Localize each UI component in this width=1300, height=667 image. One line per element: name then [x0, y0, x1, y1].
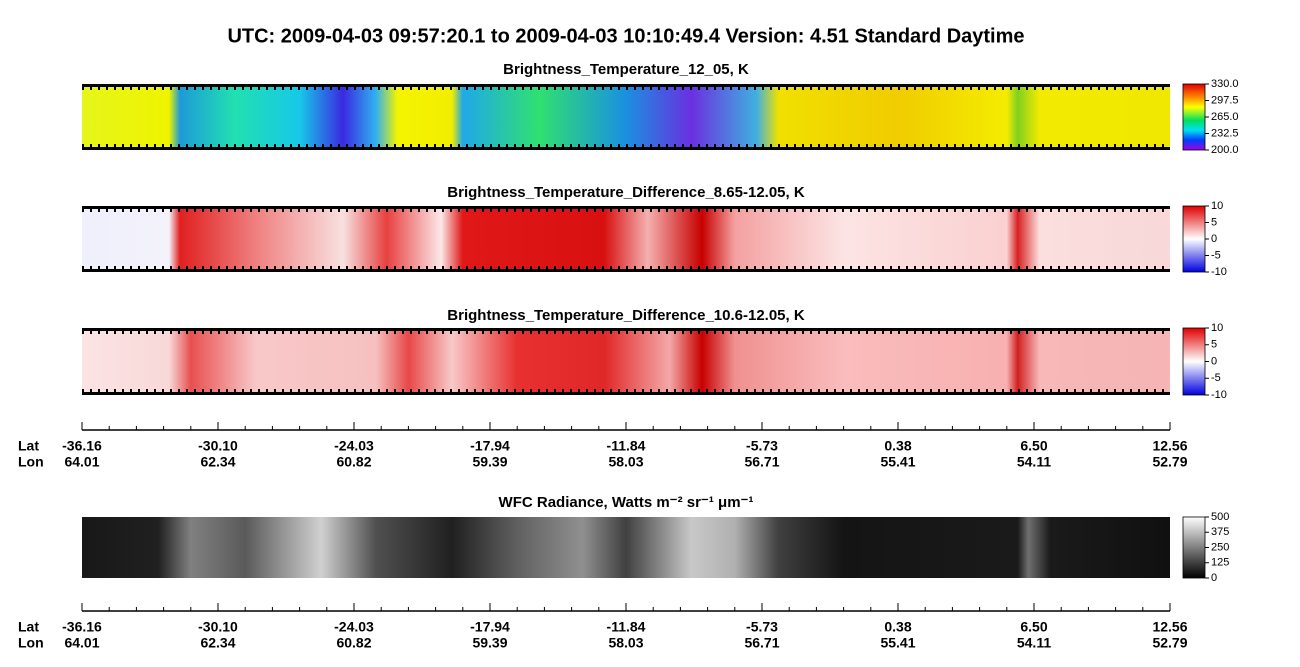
lat-value: -30.10	[198, 438, 238, 454]
lat-value: -30.10	[198, 619, 238, 635]
lon-value: 54.11	[1017, 454, 1051, 470]
lon-label: Lon	[18, 454, 44, 470]
colorbar-tick-label: -5	[1211, 372, 1221, 384]
lon-value: 60.82	[336, 454, 371, 470]
colorbar-tick-label: 297.5	[1211, 94, 1239, 106]
panel-title: Brightness_Temperature_12_05, K	[503, 61, 749, 78]
lat-value: -24.03	[334, 619, 374, 635]
image	[82, 84, 1170, 150]
lon-label: Lon	[18, 635, 44, 651]
lon-value: 59.39	[472, 635, 507, 651]
colorbar	[1182, 516, 1206, 579]
lat-value: -5.73	[746, 438, 778, 454]
colorbar	[1182, 327, 1206, 396]
lat-value: -17.94	[470, 438, 510, 454]
lon-value: 62.34	[200, 635, 235, 651]
lon-value: 64.01	[64, 454, 99, 470]
lat-value: 6.50	[1020, 619, 1047, 635]
lon-value: 62.34	[200, 454, 235, 470]
lon-value: 52.79	[1152, 635, 1187, 651]
panel-title: Brightness_Temperature_Difference_8.65-1…	[447, 184, 805, 201]
lon-value: 55.41	[880, 454, 915, 470]
lat-value: -24.03	[334, 438, 374, 454]
colorbar-tick-label: 0	[1211, 355, 1217, 367]
lat-label: Lat	[18, 619, 39, 635]
colorbar-tick-label: 500	[1211, 511, 1229, 523]
lat-value: 0.38	[884, 619, 911, 635]
lat-value: -36.16	[62, 438, 102, 454]
colorbar-tick-label: 265.0	[1211, 111, 1239, 123]
colorbar-tick-label: 232.5	[1211, 127, 1239, 139]
lon-value: 58.03	[608, 635, 643, 651]
lat-value: 12.56	[1152, 438, 1187, 454]
lat-value: -11.84	[607, 619, 646, 635]
colorbar-tick-label: 10	[1211, 200, 1223, 212]
colorbar-tick-label: 0	[1211, 572, 1217, 584]
colorbar	[1182, 83, 1206, 151]
lat-value: 6.50	[1020, 438, 1047, 454]
colorbar-tick-label: 5	[1211, 216, 1217, 228]
colorbar-tick-label: 200.0	[1211, 144, 1239, 156]
panel-title: Brightness_Temperature_Difference_10.6-1…	[447, 307, 805, 324]
plots: Brightness_Temperature_12_05, K 330.0 297.…	[18, 61, 1239, 651]
image	[82, 328, 1170, 395]
lat-value: -5.73	[746, 619, 778, 635]
lon-value: 52.79	[1152, 454, 1187, 470]
colorbar	[1182, 205, 1206, 273]
lon-value: 54.11	[1017, 635, 1051, 651]
colorbar-tick-label: 250	[1211, 541, 1229, 553]
colorbar-tick-label: -5	[1211, 249, 1221, 261]
lon-value: 55.41	[880, 635, 915, 651]
lon-value: 64.01	[64, 635, 99, 651]
colorbar-tick-label: 125	[1211, 557, 1229, 569]
colorbar-tick-label: 5	[1211, 339, 1217, 351]
lat-value: 12.56	[1152, 619, 1187, 635]
lat-value: 0.38	[884, 438, 911, 454]
lon-value: 56.71	[744, 454, 779, 470]
lat-value: -17.94	[470, 619, 510, 635]
lon-value: 59.39	[472, 454, 507, 470]
colorbar-tick-label: 10	[1211, 322, 1223, 334]
lon-value: 60.82	[336, 635, 371, 651]
lat-value: -36.16	[62, 619, 102, 635]
lat-label: Lat	[18, 438, 39, 454]
colorbar-tick-label: 375	[1211, 526, 1229, 538]
colorbar-tick-label: -10	[1211, 389, 1227, 401]
lon-value: 58.03	[608, 454, 643, 470]
image	[82, 206, 1170, 272]
colorbar-tick-label: 330.0	[1211, 78, 1239, 90]
colorbar-tick-label: -10	[1211, 266, 1227, 278]
lat-value: -11.84	[607, 438, 646, 454]
lon-value: 56.71	[744, 635, 779, 651]
image	[82, 517, 1170, 578]
panel-title: WFC Radiance, Watts m⁻² sr⁻¹ μm⁻¹	[499, 494, 754, 511]
colorbar-tick-label: 0	[1211, 233, 1217, 245]
figure-title: UTC: 2009-04-03 09:57:20.1 to 2009-04-03…	[227, 25, 1024, 47]
